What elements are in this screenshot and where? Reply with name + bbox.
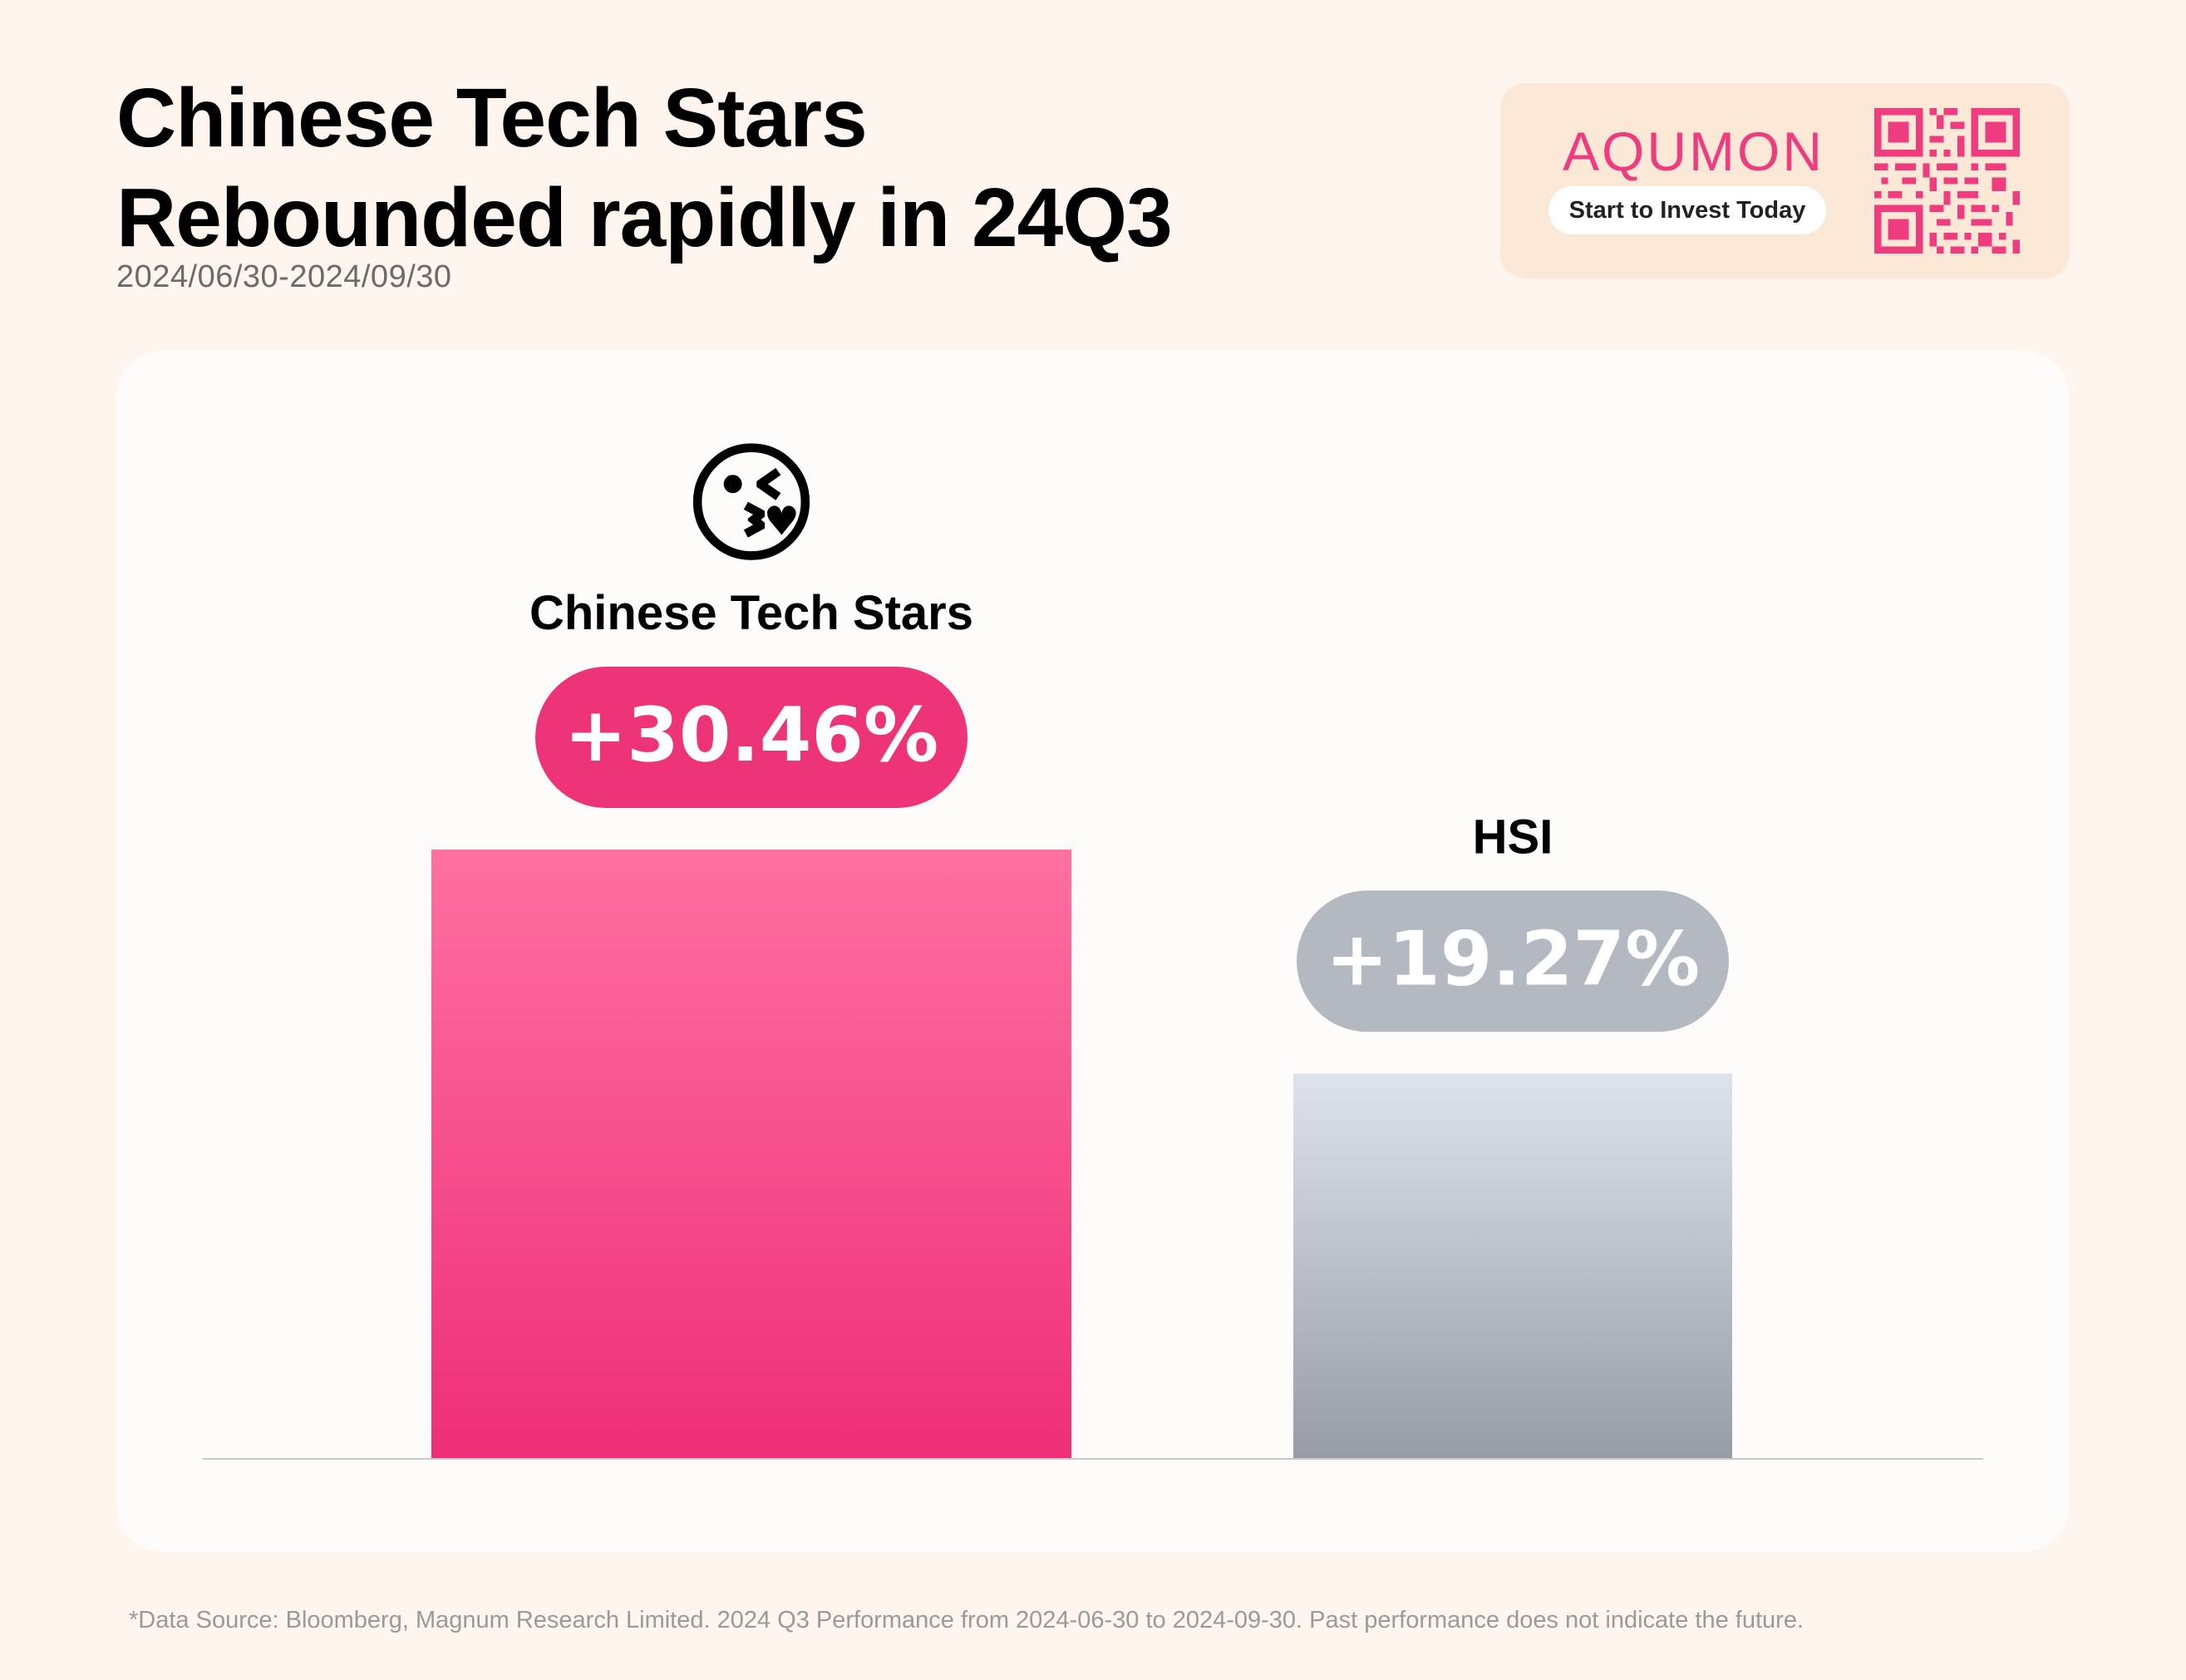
value-pill-chinese-tech-stars: [535, 667, 967, 808]
value-pill-hsi: [1297, 890, 1729, 1032]
data-label-chinese-tech-stars: +30.46%: [564, 692, 938, 779]
bar-hsi: [1293, 1073, 1732, 1459]
start-investing-button[interactable]: Start to Invest Today: [1548, 186, 1826, 234]
bar-chinese-tech-stars: [431, 850, 1071, 1459]
category-label-hsi: HSI: [1473, 810, 1553, 864]
title-line-2: Rebounded rapidly in 24Q3: [116, 171, 1173, 264]
footnote: *Data Source: Bloomberg, Magnum Research…: [129, 1607, 1804, 1633]
brand-logo: AQUMON: [1563, 121, 1824, 182]
chart-panel: +30.46% Chinese Tech Stars 😘 +19.27% HSI: [116, 351, 2070, 1552]
data-label-hsi: +19.27%: [1326, 915, 1700, 1003]
qr-code-icon[interactable]: [1874, 108, 2020, 254]
brand-card[interactable]: AQUMON Start to Invest Today: [1500, 83, 2070, 278]
category-label-chinese-tech-stars: Chinese Tech Stars: [529, 586, 973, 640]
kiss-emoji-icon: 😘: [682, 430, 821, 579]
page-title: Chinese Tech Stars Rebounded rapidly in …: [116, 68, 1173, 268]
title-line-1: Chinese Tech Stars: [116, 71, 868, 165]
date-range: 2024/06/30-2024/09/30: [116, 259, 452, 294]
bar-chart: +30.46% Chinese Tech Stars 😘 +19.27% HSI: [203, 430, 1983, 1460]
